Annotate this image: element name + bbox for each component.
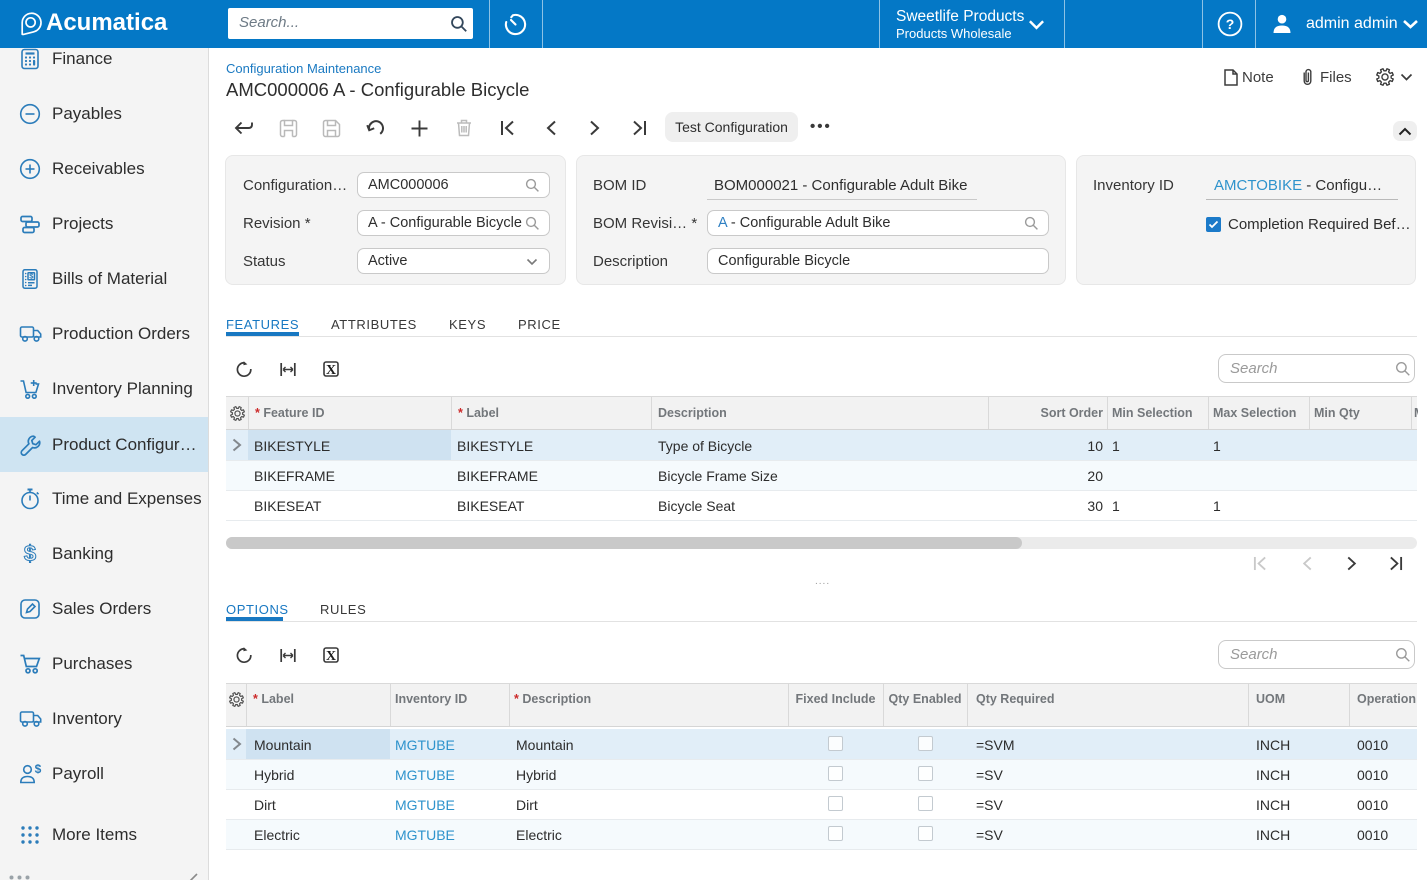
svg-text:$: $ (35, 763, 42, 776)
svg-text:?: ? (1226, 16, 1235, 32)
svg-text:$: $ (24, 543, 36, 565)
svg-text:$: $ (29, 271, 34, 280)
svg-text:X: X (326, 649, 336, 663)
svg-text:X: X (326, 363, 336, 377)
